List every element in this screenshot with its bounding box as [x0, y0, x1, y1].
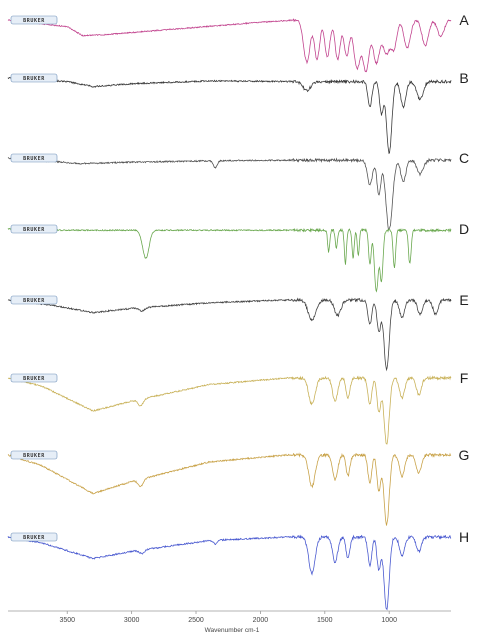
x-tick-label: 1000: [381, 617, 397, 624]
instrument-logo-b: BRUKER: [10, 73, 58, 83]
spectrum-trace-b: [7, 76, 452, 155]
instrument-logo-text: BRUKER: [23, 227, 45, 233]
instrument-logo-box: [10, 224, 58, 234]
x-tick-label: 2000: [253, 617, 269, 624]
x-tick-label: 3000: [124, 617, 140, 624]
x-tick-label: 1500: [317, 617, 333, 624]
instrument-logo-h: BRUKER: [10, 532, 58, 542]
instrument-logo-box: [10, 295, 58, 305]
instrument-logo-box: [10, 15, 58, 25]
instrument-logo-text: BRUKER: [23, 76, 45, 82]
trace-label-g: G: [459, 447, 470, 463]
trace-label-c: C: [459, 150, 469, 166]
instrument-logo-d: BRUKER: [10, 224, 58, 234]
trace-label-h: H: [459, 529, 469, 545]
spectrum-trace-e: [7, 297, 452, 372]
trace-label-d: D: [459, 221, 469, 237]
spectrum-trace-a: [7, 18, 452, 73]
spectrum-trace-g: [7, 452, 452, 526]
x-axis-title: Wavenumber cm-1: [205, 627, 260, 634]
trace-label-e: E: [459, 292, 468, 308]
spectra-traces: BRUKER BRUKER BRUKER BRUKER BRUKER BRUKER BRUK…: [7, 15, 452, 611]
instrument-logo-box: [10, 153, 58, 163]
instrument-logo-text: BRUKER: [23, 18, 45, 24]
x-tick-label: 2500: [188, 617, 204, 624]
trace-label-b: B: [459, 70, 468, 86]
instrument-logo-g: BRUKER: [10, 450, 58, 460]
instrument-logo-box: [10, 73, 58, 83]
x-axis: 3500 3000 2500 2000 1500 1000 Wavenumber cm-1: [8, 610, 451, 634]
spectrum-trace-f: [7, 375, 452, 445]
instrument-logo-box: [10, 450, 58, 460]
instrument-logo-f: BRUKER: [10, 373, 58, 383]
spectrum-trace-c: [7, 157, 452, 231]
trace-labels: A B C D E F G H: [459, 12, 470, 545]
trace-label-f: F: [460, 370, 469, 386]
instrument-logo-e: BRUKER: [10, 295, 58, 305]
instrument-logo-text: BRUKER: [23, 298, 45, 304]
instrument-logo-text: BRUKER: [23, 535, 45, 541]
instrument-logo-c: BRUKER: [10, 153, 58, 163]
instrument-logo-text: BRUKER: [23, 376, 45, 382]
instrument-logo-box: [10, 373, 58, 383]
instrument-logo-text: BRUKER: [23, 453, 45, 459]
instrument-logo-text: BRUKER: [23, 156, 45, 162]
x-tick-label: 3500: [59, 617, 75, 624]
spectrum-trace-d: [7, 227, 452, 293]
instrument-logo-a: BRUKER: [10, 15, 58, 25]
instrument-logo-box: [10, 532, 58, 542]
spectrum-trace-h: [7, 534, 452, 611]
x-axis-ticks: 3500 3000 2500 2000 1500 1000: [59, 611, 397, 624]
trace-label-a: A: [459, 12, 469, 28]
